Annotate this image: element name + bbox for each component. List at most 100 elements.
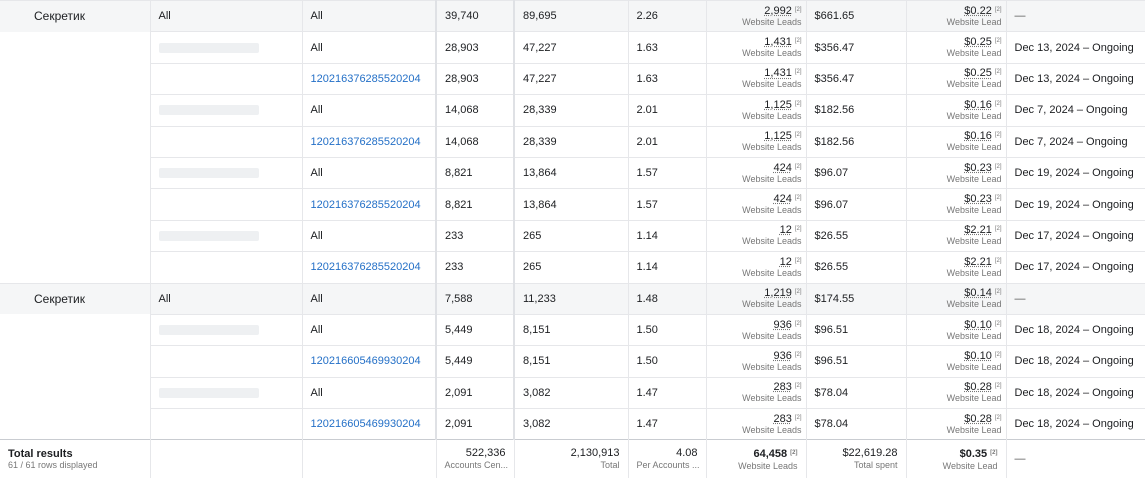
cpr-unit: Website Lead	[946, 393, 1002, 404]
ad-cell[interactable]: 120216605469930204	[302, 345, 437, 378]
ad-cell: All	[302, 282, 437, 315]
ad-row[interactable]: 120216605469930204 5,449 8,151 1.50 936[…	[0, 345, 1145, 378]
results-value: 1,431	[764, 67, 792, 80]
cost-per-result-cell: $0.14 [2] Website Lead	[906, 282, 1007, 315]
ad-row[interactable]: All 14,068 28,339 2.01 1,125 [2] Website …	[0, 94, 1145, 127]
total-impressions: 2,130,913 Total	[514, 439, 629, 478]
results-footnote: [2]	[794, 69, 802, 76]
schedule-cell: Dec 19, 2024 – Ongoing	[1006, 156, 1145, 189]
cpr-unit: Website Lead	[946, 48, 1002, 59]
ad-row[interactable]: 120216376285520204 8,821 13,864 1.57 424…	[0, 188, 1145, 221]
ad-id-link[interactable]: 120216376285520204	[310, 198, 421, 211]
reach-cell: 233	[436, 219, 515, 252]
schedule-cell: Dec 7, 2024 – Ongoing	[1006, 94, 1145, 127]
reach-cell: 8,821	[436, 188, 515, 221]
cpr-unit: Website Lead	[946, 267, 1002, 278]
ad-id-link[interactable]: 120216605469930204	[310, 418, 421, 431]
amount-spent-cell: $356.47	[806, 31, 907, 64]
cost-per-result-cell: $2.21 [2] Website Lead	[906, 219, 1007, 252]
results-cell: 936 [2] Website Leads	[706, 313, 807, 346]
ad-id-link[interactable]: 120216376285520204	[310, 135, 421, 148]
ad-row[interactable]: All 8,821 13,864 1.57 424 [2] Website Lea…	[0, 156, 1145, 189]
cpr-value: $0.28	[964, 412, 992, 425]
ad-cell[interactable]: 120216376285520204	[302, 251, 437, 284]
ad-cell: All	[302, 0, 437, 32]
results-value: 1,219	[764, 287, 792, 300]
schedule-cell: Dec 19, 2024 – Ongoing	[1006, 188, 1145, 221]
redacted-adset-name	[158, 325, 259, 336]
results-value: 936	[773, 349, 792, 362]
adset-cell	[150, 376, 303, 409]
ad-cell[interactable]: 120216376285520204	[302, 62, 437, 95]
adset-label: All	[158, 10, 171, 23]
cost-per-result-cell: $0.28 [2] Website Lead	[906, 408, 1007, 440]
ad-row[interactable]: All 2,091 3,082 1.47 283 [2] Website Lead…	[0, 376, 1145, 409]
campaign-name-cell	[0, 314, 151, 346]
frequency-cell: 1.14	[628, 251, 707, 284]
ad-label: All	[310, 10, 323, 23]
results-value: 12	[779, 224, 792, 237]
ad-cell[interactable]: 120216605469930204	[302, 408, 437, 440]
cpr-footnote: [2]	[994, 38, 1002, 45]
cpr-footnote: [2]	[994, 414, 1002, 421]
ad-row[interactable]: 120216376285520204 233 265 1.14 12 [2] We…	[0, 251, 1145, 284]
cost-per-result-cell: $0.16 [2] Website Lead	[906, 125, 1007, 158]
amount-spent-cell: $26.55	[806, 251, 907, 284]
cost-per-result-cell: $0.25 [2] Website Lead	[906, 31, 1007, 64]
results-footnote: [2]	[794, 414, 802, 421]
ad-row[interactable]: All 28,903 47,227 1.63 1,431 [2] Website …	[0, 31, 1145, 64]
cpr-unit: Website Lead	[946, 142, 1002, 153]
redacted-adset-name	[158, 168, 259, 179]
adset-cell	[150, 251, 303, 284]
results-unit: Website Leads	[742, 393, 802, 404]
ad-label: All	[310, 104, 323, 117]
adset-cell	[150, 313, 303, 346]
ad-cell: All	[302, 94, 437, 127]
ad-row[interactable]: 120216376285520204 28,903 47,227 1.63 1,…	[0, 62, 1145, 95]
cost-per-result-cell: $0.10 [2] Website Lead	[906, 313, 1007, 346]
ad-row[interactable]: 120216605469930204 2,091 3,082 1.47 283[…	[0, 408, 1145, 440]
results-cell: 1,431 [2] Website Leads	[706, 62, 807, 95]
ad-id-link[interactable]: 120216376285520204	[310, 261, 421, 274]
results-cell: 1,125 [2] Website Leads	[706, 125, 807, 158]
campaign-name-cell	[0, 377, 151, 409]
ad-row[interactable]: 120216376285520204 14,068 28,339 2.01 1,…	[0, 125, 1145, 158]
ad-cell[interactable]: 120216376285520204	[302, 125, 437, 158]
frequency-cell: 1.63	[628, 31, 707, 64]
impressions-cell: 28,339	[514, 125, 629, 158]
ad-label: All	[310, 292, 323, 305]
ad-label: All	[310, 167, 323, 180]
ad-id-link[interactable]: 120216605469930204	[310, 355, 421, 368]
ad-row[interactable]: All 233 265 1.14 12 [2] Website Leads $26…	[0, 219, 1145, 252]
cpr-unit: Website Lead	[946, 330, 1002, 341]
cpr-unit: Website Lead	[946, 361, 1002, 372]
results-unit: Website Leads	[742, 267, 802, 278]
amount-spent-cell: $96.51	[806, 313, 907, 346]
ad-id-link[interactable]: 120216376285520204	[310, 72, 421, 85]
results-unit: Website Leads	[742, 236, 802, 247]
results-cell: 283 [2] Website Leads	[706, 408, 807, 440]
total-schedule: —	[1006, 439, 1145, 478]
campaign-name-cell: Секретик	[0, 0, 151, 32]
cpr-value: $0.23	[964, 161, 992, 174]
cpr-footnote: [2]	[994, 69, 1002, 76]
cpr-value: $0.28	[964, 381, 992, 394]
campaign-row[interactable]: Секретик All All 39,740 89,695 2.26 2,99…	[0, 0, 1145, 32]
adset-cell	[150, 188, 303, 221]
results-footnote: [2]	[794, 226, 802, 233]
results-value: 1,125	[764, 98, 792, 111]
ad-row[interactable]: All 5,449 8,151 1.50 936 [2] Website Lead…	[0, 313, 1145, 346]
reach-cell: 2,091	[436, 376, 515, 409]
campaign-row[interactable]: Секретик All All 7,588 11,233 1.48 1,219…	[0, 282, 1145, 315]
ad-cell[interactable]: 120216376285520204	[302, 188, 437, 221]
ad-cell: All	[302, 156, 437, 189]
ad-cell: All	[302, 313, 437, 346]
schedule-cell: Dec 13, 2024 – Ongoing	[1006, 31, 1145, 64]
cpr-value: $2.21	[964, 255, 992, 268]
total-cost-per-result: $0.35 [2] Website Lead	[906, 439, 1007, 478]
impressions-cell: 3,082	[514, 376, 629, 409]
campaign-name-cell	[0, 126, 151, 158]
cpr-footnote: [2]	[994, 320, 1002, 327]
results-cell: 2,992 [2] Website Leads	[706, 0, 807, 32]
cpr-value: $0.25	[964, 67, 992, 80]
